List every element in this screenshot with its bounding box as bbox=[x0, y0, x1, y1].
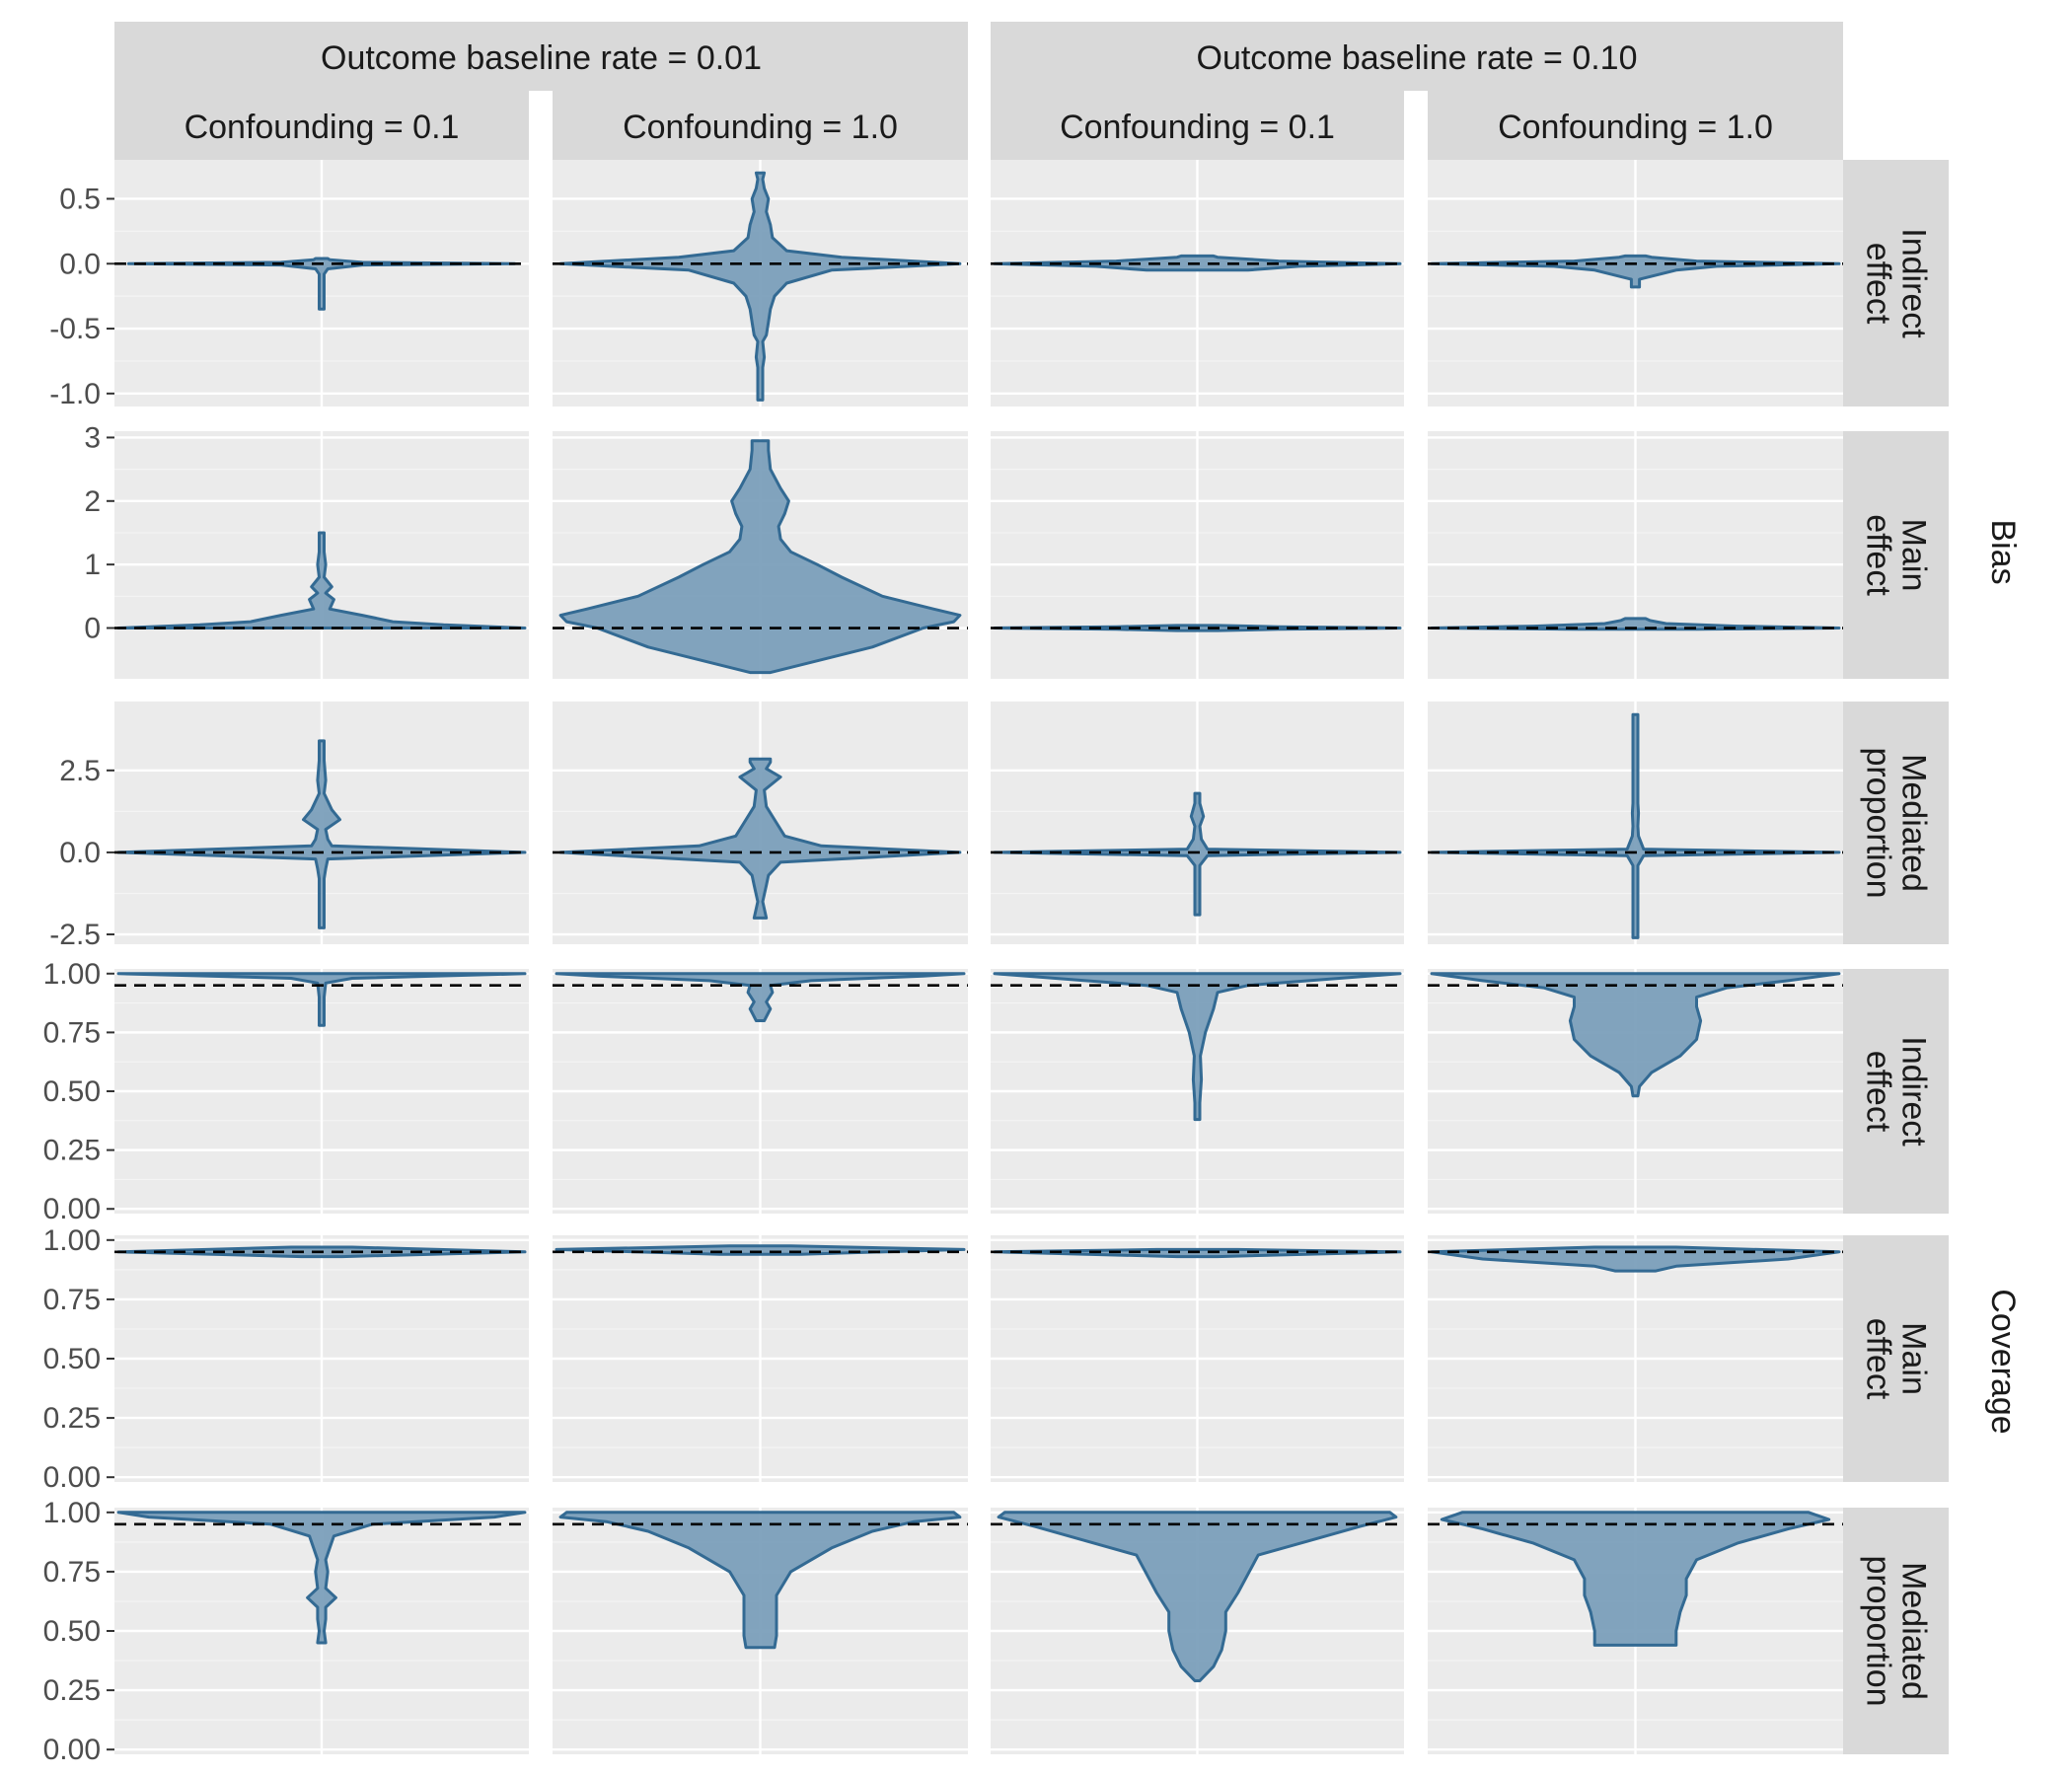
row-group-label: Coverage bbox=[1984, 1289, 2022, 1434]
row-label-line: Main bbox=[1895, 1322, 1933, 1395]
violin bbox=[558, 439, 962, 675]
y-tick-label: 0.75 bbox=[43, 1284, 101, 1316]
y-tick-label: 0.0 bbox=[59, 248, 101, 280]
violin bbox=[116, 739, 527, 929]
y-tick-label: 2.5 bbox=[59, 755, 101, 787]
row-label-line: effect bbox=[1860, 243, 1897, 325]
y-tick-label: 0.00 bbox=[43, 1461, 101, 1494]
violin bbox=[558, 171, 962, 402]
y-tick-label: 0.50 bbox=[43, 1615, 101, 1648]
y-tick-label: 0.50 bbox=[43, 1075, 101, 1108]
column-label: Confounding = 1.0 bbox=[623, 109, 898, 146]
violin bbox=[126, 257, 517, 311]
column-group-strip bbox=[114, 22, 968, 91]
y-tick-label: 0.75 bbox=[43, 1556, 101, 1589]
y-tick-label: 1.00 bbox=[43, 1224, 101, 1257]
y-tick-label: 0.25 bbox=[43, 1674, 101, 1707]
violin bbox=[558, 1511, 962, 1650]
y-tick-label: 1.00 bbox=[43, 958, 101, 991]
violin bbox=[1440, 1511, 1831, 1647]
column-strip bbox=[1428, 91, 1843, 160]
row-group-label: Bias bbox=[1984, 519, 2022, 584]
y-tick-label: 0.0 bbox=[59, 837, 101, 869]
y-tick-label: 0.75 bbox=[43, 1016, 101, 1049]
y-tick-label: 0.25 bbox=[43, 1135, 101, 1167]
violin bbox=[116, 531, 527, 629]
column-strip bbox=[991, 91, 1404, 160]
row-label-line: Mediated bbox=[1895, 1562, 1933, 1700]
row-label-line: Main bbox=[1895, 519, 1933, 592]
y-tick-label: 0 bbox=[84, 613, 101, 645]
y-tick-label: 0.5 bbox=[59, 183, 101, 215]
y-tick-label: 1 bbox=[84, 549, 101, 581]
violin bbox=[1430, 712, 1841, 939]
row-label-line: effect bbox=[1860, 514, 1897, 596]
row-label-line: Indirect bbox=[1895, 228, 1933, 338]
y-tick-label: 0.00 bbox=[43, 1193, 101, 1225]
y-tick-label: 3 bbox=[84, 421, 101, 454]
row-strip bbox=[1843, 969, 1949, 1214]
y-tick-label: -0.5 bbox=[49, 313, 101, 345]
violin bbox=[116, 972, 527, 1027]
column-group-label: Outcome baseline rate = 0.10 bbox=[1197, 39, 1638, 77]
column-strip bbox=[553, 91, 968, 160]
column-label: Confounding = 0.1 bbox=[185, 109, 460, 146]
y-tick-label: 0.50 bbox=[43, 1343, 101, 1375]
y-tick-label: 0.00 bbox=[43, 1734, 101, 1766]
row-strip bbox=[1843, 1508, 1949, 1754]
row-group-label-text: Bias bbox=[1984, 519, 2022, 584]
row-label-line: Indirect bbox=[1895, 1036, 1933, 1147]
y-tick-label: 2 bbox=[84, 485, 101, 518]
row-label-line: proportion bbox=[1860, 1555, 1897, 1706]
y-tick-label: 0.25 bbox=[43, 1402, 101, 1435]
violin bbox=[1430, 972, 1841, 1098]
row-label-line: Mediated bbox=[1895, 754, 1933, 892]
row-strip bbox=[1843, 431, 1949, 679]
row-strip bbox=[1843, 702, 1949, 944]
y-tick-label: -2.5 bbox=[49, 919, 101, 951]
row-strip bbox=[1843, 160, 1949, 407]
column-group-strip bbox=[991, 22, 1843, 91]
column-strip bbox=[114, 91, 529, 160]
row-group-label-text: Coverage bbox=[1984, 1289, 2022, 1434]
row-label-line: effect bbox=[1860, 1051, 1897, 1133]
row-label-line: effect bbox=[1860, 1318, 1897, 1400]
column-group-label: Outcome baseline rate = 0.01 bbox=[321, 39, 762, 77]
y-tick-label: 1.00 bbox=[43, 1497, 101, 1529]
violin bbox=[116, 1511, 527, 1645]
violin bbox=[558, 757, 962, 920]
column-label: Confounding = 1.0 bbox=[1498, 109, 1773, 146]
violin bbox=[555, 972, 966, 1022]
row-label-line: proportion bbox=[1860, 747, 1897, 898]
row-strip bbox=[1843, 1235, 1949, 1482]
column-label: Confounding = 0.1 bbox=[1060, 109, 1335, 146]
violin bbox=[993, 972, 1402, 1122]
y-tick-label: -1.0 bbox=[49, 378, 101, 410]
violin bbox=[997, 1511, 1398, 1682]
